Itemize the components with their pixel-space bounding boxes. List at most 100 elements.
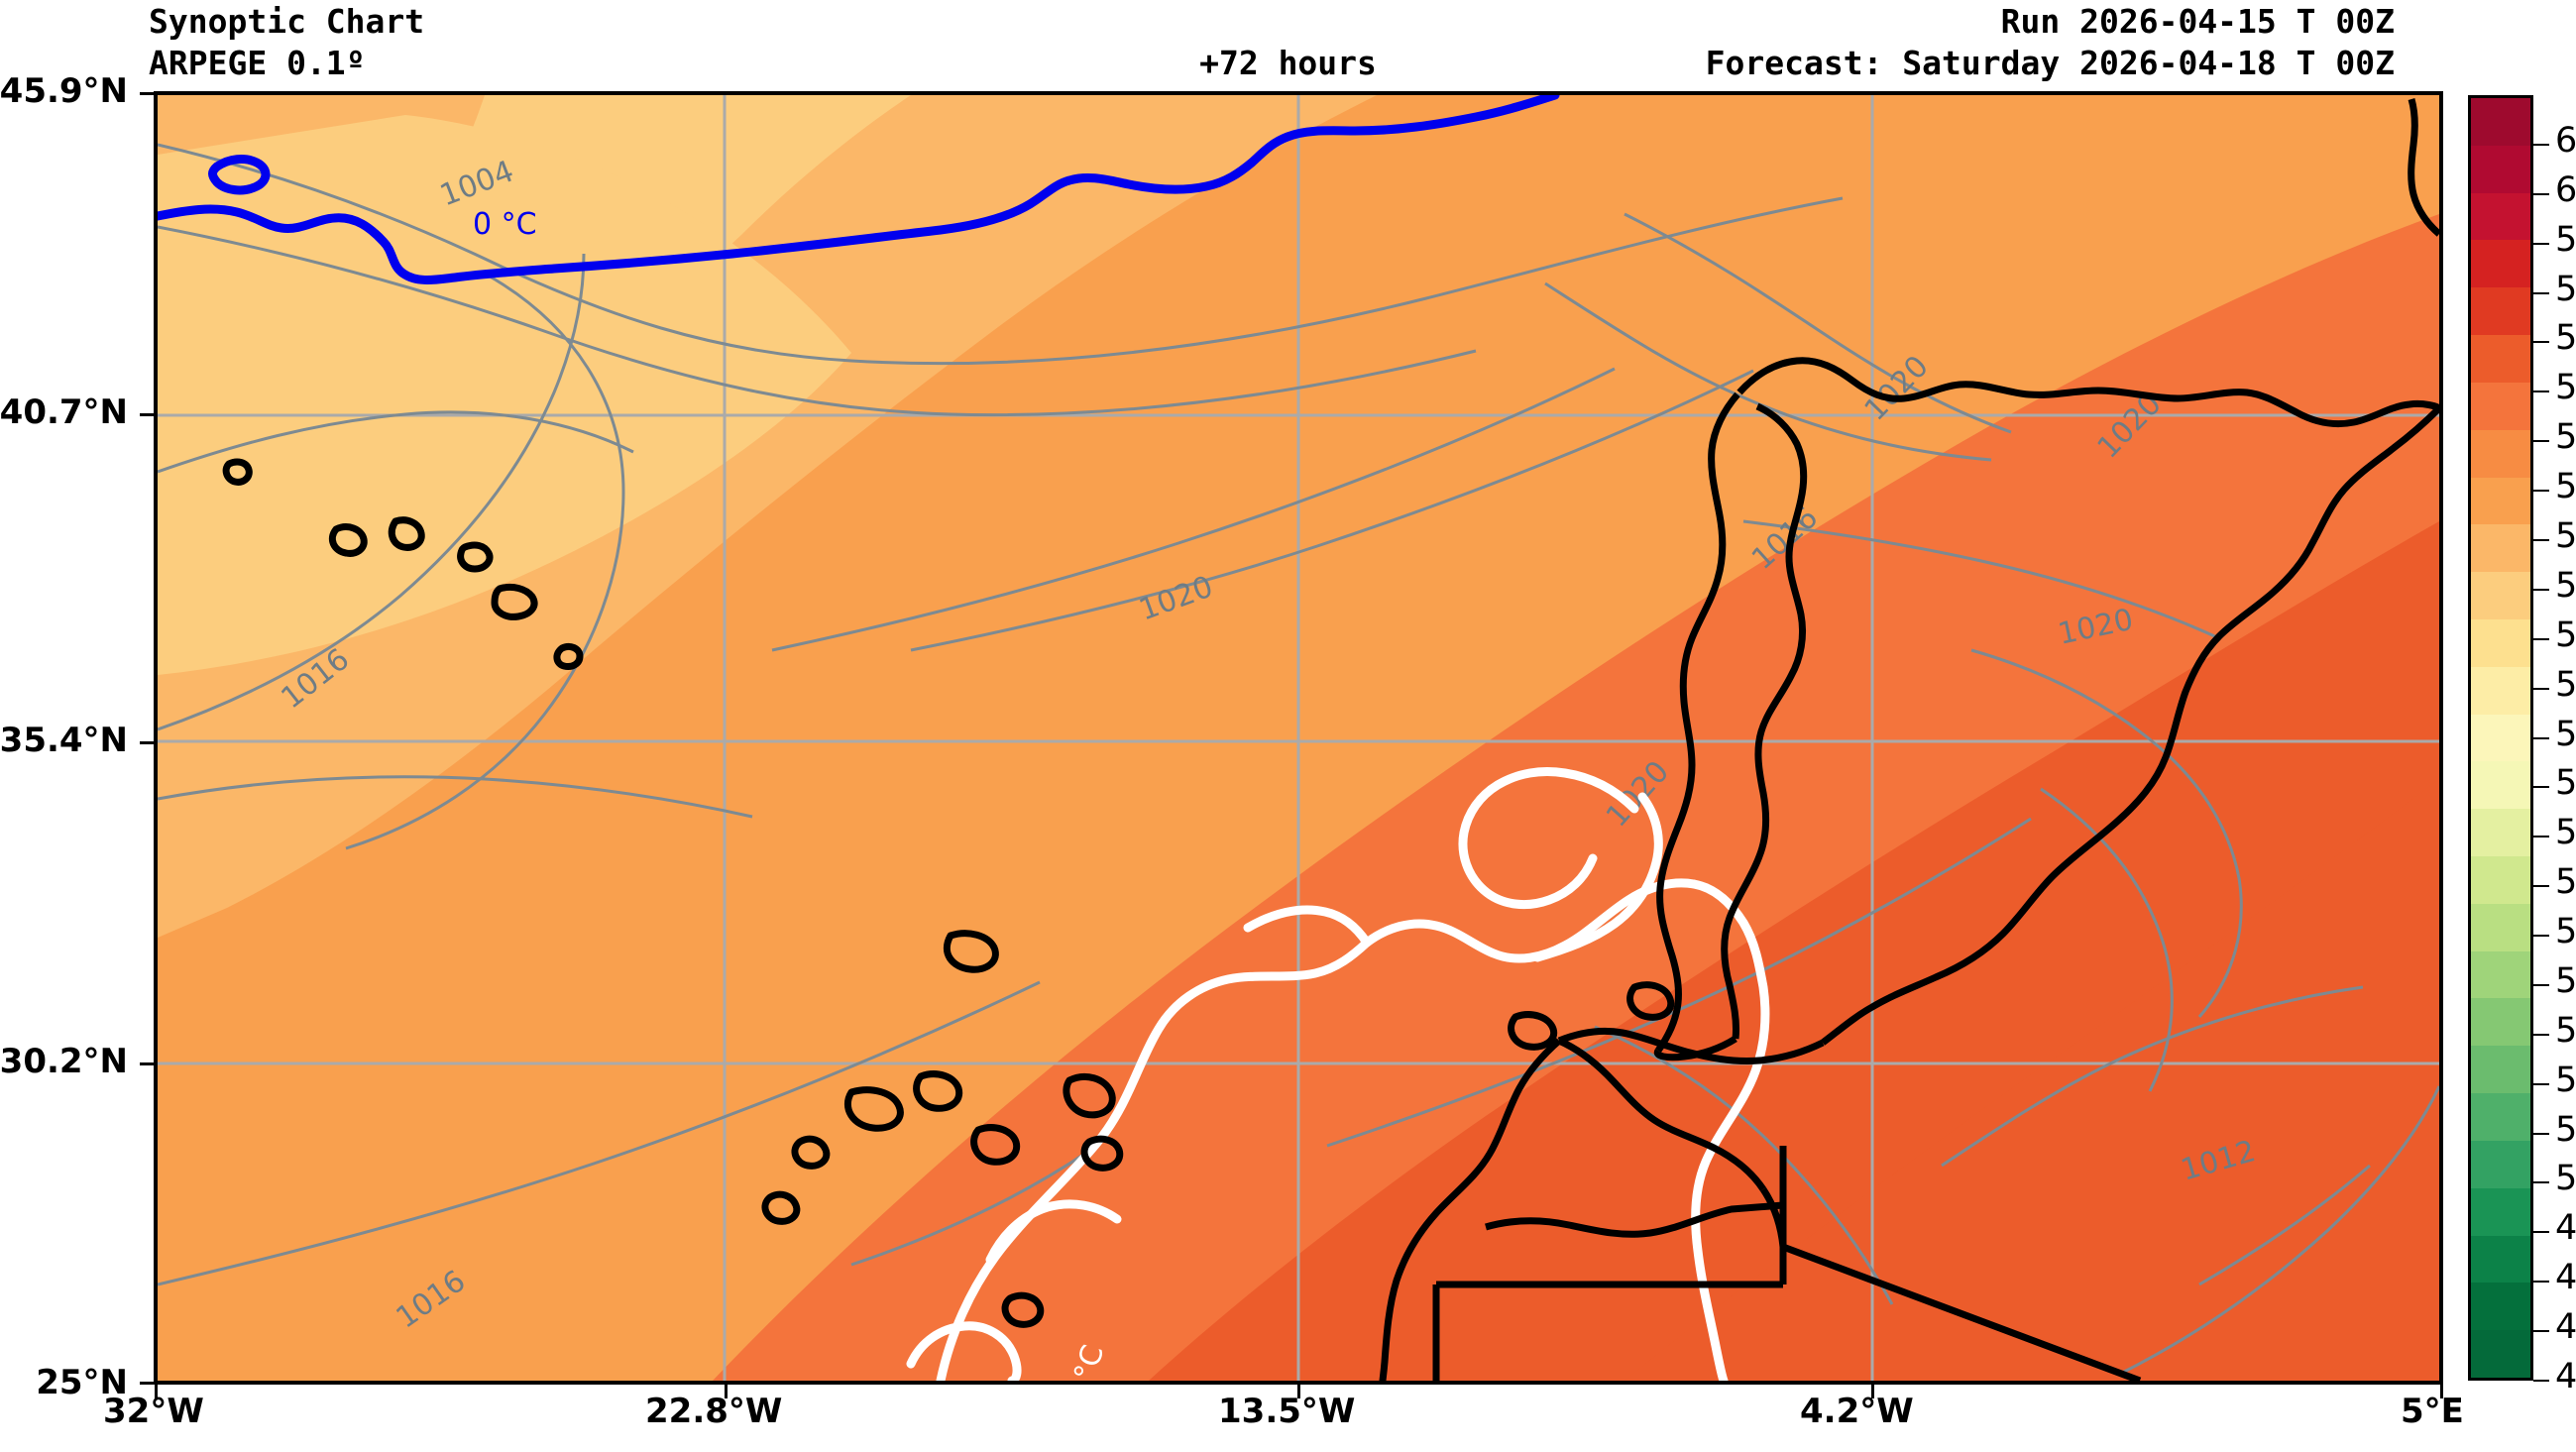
coastlines [222, 98, 2439, 1381]
colorbar-segment [2471, 950, 2530, 999]
y-tick-label: 40.7°N [0, 392, 128, 432]
colorbar-tick [2533, 391, 2549, 393]
x-tick-label: 4.2°W [1800, 1392, 1914, 1431]
x-tick-label: 22.8°W [645, 1392, 783, 1431]
x-tick-label: 5°E [2401, 1392, 2464, 1431]
colorbar-tick [2533, 192, 2549, 195]
colorbar-tick-label: 530 [2555, 862, 2576, 903]
colorbar-tick [2533, 440, 2549, 443]
colorbar-tick-label: 560 [2555, 565, 2576, 606]
y-axis-tick [140, 741, 154, 744]
colorbar-tick [2533, 1380, 2549, 1382]
lead-time-label: +72 hours [1199, 44, 1377, 82]
colorbar-tick-label: 480 [2555, 1357, 2576, 1396]
header-row-bottom: ARPEGE 0.1º +72 hours Forecast: Saturday… [0, 44, 2576, 83]
colorbar-segment [2471, 1330, 2530, 1378]
x-axis-tick [2440, 1385, 2443, 1398]
y-axis-tick [140, 92, 154, 95]
colorbar-tick-label: 505 [2555, 1109, 2576, 1150]
colorbar-segment [2471, 809, 2530, 856]
y-tick-label: 25°N [36, 1363, 128, 1402]
colorbar-tick-label: 575 [2555, 417, 2576, 458]
colorbar-segment [2471, 1093, 2530, 1141]
y-axis-tick [140, 1062, 154, 1065]
colorbar-segment [2471, 192, 2530, 241]
colorbar-tick [2533, 242, 2549, 245]
y-tick-label: 45.9°N [0, 71, 128, 111]
map-canvas[interactable]: 1004 1016 1016 1020 1016 1020 1020 1020 … [154, 91, 2443, 1385]
colorbar-tick-label: 580 [2555, 368, 2576, 408]
x-axis-tick [1297, 1385, 1300, 1398]
chart-header: Synoptic Chart Run 2026-04-15 T 00Z ARPE… [0, 0, 2576, 91]
colorbar-tick [2533, 1330, 2549, 1333]
colorbar-tick [2533, 1132, 2549, 1135]
colorbar-segment [2471, 98, 2530, 146]
colorbar-segment [2471, 714, 2530, 762]
colorbar-tick-label: 555 [2555, 614, 2576, 655]
fill-band-585b [1624, 779, 2439, 1381]
x-tick-label: 32°W [103, 1392, 204, 1431]
colorbar-tick-label: 485 [2555, 1307, 2576, 1348]
colorbar-tick [2533, 736, 2549, 739]
colorbar-tick-label: 570 [2555, 467, 2576, 507]
colorbar-segment [2471, 856, 2530, 904]
colorbar-segment [2471, 1046, 2530, 1094]
colorbar-tick [2533, 341, 2549, 344]
x-axis-tick [725, 1385, 728, 1398]
colorbar-tick [2533, 786, 2549, 789]
colorbar-tick-label: 550 [2555, 664, 2576, 705]
y-tick-label: 35.4°N [0, 721, 128, 760]
colorbar-segment [2471, 524, 2530, 573]
x-tick-label: 13.5°W [1218, 1392, 1356, 1431]
colorbar-tick-label: 565 [2555, 515, 2576, 556]
colorbar-tick-label: 520 [2555, 960, 2576, 1001]
grid-lines [158, 95, 2439, 1381]
header-row-top: Synoptic Chart Run 2026-04-15 T 00Z [0, 2, 2576, 42]
colorbar-tick [2533, 291, 2549, 294]
colorbar-segment [2471, 903, 2530, 951]
isotherm-0c-line [158, 95, 1560, 284]
colorbar-tick-label: 490 [2555, 1258, 2576, 1298]
colorbar-tick [2533, 1033, 2549, 1036]
colorbar-tick [2533, 935, 2549, 938]
colorbar[interactable] [2468, 95, 2533, 1381]
y-tick-label: 30.2°N [0, 1042, 128, 1081]
colorbar-segment [2471, 998, 2530, 1047]
colorbar-segment [2471, 572, 2530, 619]
colorbar-tick-label: 590 [2555, 269, 2576, 309]
colorbar-tick-label: 495 [2555, 1208, 2576, 1249]
colorbar-tick [2533, 1082, 2549, 1085]
colorbar-segment [2471, 761, 2530, 810]
colorbar-tick-label: 500 [2555, 1159, 2576, 1199]
colorbar-segment [2471, 145, 2530, 193]
colorbar-tick-label: 585 [2555, 318, 2576, 359]
y-axis-tick [140, 413, 154, 416]
colorbar-tick-label: 605 [2555, 120, 2576, 161]
colorbar-segment [2471, 240, 2530, 288]
colorbar-tick-label: 525 [2555, 912, 2576, 952]
colorbar-tick-label: 535 [2555, 813, 2576, 853]
colorbar-segment [2471, 335, 2530, 383]
colorbar-tick [2533, 588, 2549, 591]
colorbar-tick-label: 510 [2555, 1060, 2576, 1100]
colorbar-tick [2533, 836, 2549, 838]
colorbar-tick-label: 540 [2555, 763, 2576, 804]
colorbar-tick [2533, 1281, 2549, 1284]
x-axis-tick [1871, 1385, 1874, 1398]
colorbar-segment [2471, 382, 2530, 430]
colorbar-tick-label: 595 [2555, 219, 2576, 260]
x-axis-tick [155, 1385, 158, 1398]
colorbar-segment [2471, 287, 2530, 336]
isotherm-0c-label: 0 °C [473, 207, 537, 242]
colorbar-tick-label: 515 [2555, 1010, 2576, 1051]
colorbar-tick [2533, 538, 2549, 541]
colorbar-segment [2471, 666, 2530, 715]
isobar-contours [158, 143, 2439, 1376]
model-name: ARPEGE 0.1º [149, 44, 366, 82]
colorbar-tick [2533, 1231, 2549, 1234]
colorbar-tick-label: 545 [2555, 714, 2576, 754]
colorbar-segment [2471, 1187, 2530, 1236]
colorbar-tick [2533, 687, 2549, 690]
colorbar-segment [2471, 618, 2530, 667]
